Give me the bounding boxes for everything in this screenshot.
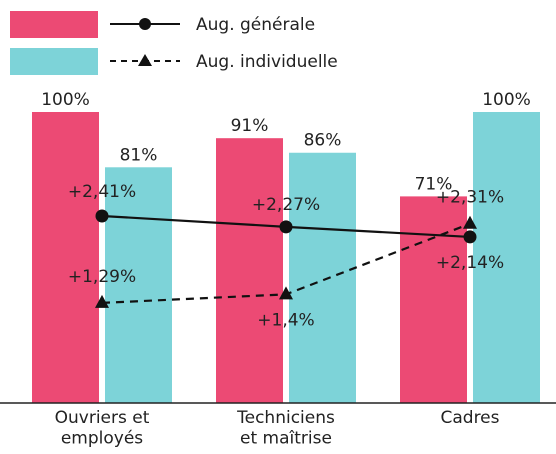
bar	[289, 152, 356, 403]
bar	[105, 167, 172, 403]
legend-swatch	[10, 11, 98, 38]
legend-marker	[139, 18, 151, 30]
line-value-label: +2,14%	[436, 253, 504, 273]
line-value-label: +2,27%	[252, 195, 320, 215]
line-value-label: +1,4%	[257, 310, 314, 330]
x-tick-label: Techniciens et maîtrise	[236, 408, 335, 448]
bar-value-label: 81%	[120, 145, 158, 165]
bar-value-label: 100%	[41, 90, 90, 110]
bar-value-label: 100%	[482, 90, 531, 110]
line-marker	[463, 215, 477, 229]
x-tick-label: Ouvriers et employés	[55, 408, 150, 448]
legend-label: Aug. individuelle	[196, 52, 338, 72]
bar-value-label: 91%	[231, 116, 269, 136]
line-value-label: +2,31%	[436, 188, 504, 208]
line-marker	[279, 220, 293, 234]
bar-value-label: 86%	[304, 131, 342, 151]
x-tick-label: Cadres	[440, 408, 499, 428]
bar-value-label: 71%	[415, 174, 453, 194]
line-marker	[463, 230, 477, 244]
bar	[400, 196, 467, 403]
legend-swatch	[10, 48, 98, 75]
line-marker	[95, 209, 109, 223]
line-value-label: +1,29%	[68, 267, 136, 287]
bar	[473, 112, 540, 403]
legend-marker	[138, 54, 152, 66]
line-marker	[279, 286, 293, 300]
legend-label: Aug. générale	[196, 15, 315, 35]
line-marker	[95, 294, 109, 308]
line-value-label: +2,41%	[68, 182, 136, 202]
bar	[216, 138, 283, 403]
bar	[32, 112, 99, 403]
